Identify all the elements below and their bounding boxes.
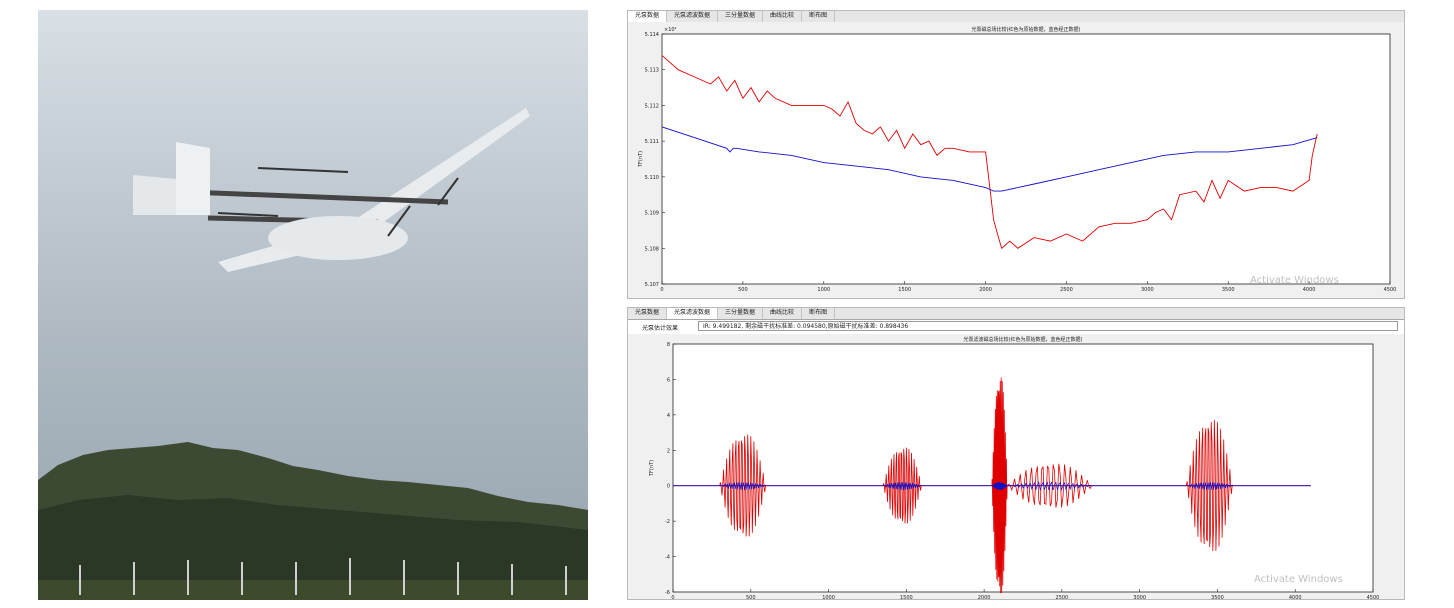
x-tick-label: 500 [746, 595, 756, 599]
watermark-title: Activate Windows [1250, 275, 1339, 286]
tab-optical-pump-data[interactable]: 光泵数据 [628, 308, 668, 319]
burst-oscillation [1007, 463, 1094, 508]
x-tick-label: 4500 [1384, 287, 1397, 293]
burst-residual [1007, 481, 1094, 491]
x-tick-label: 3000 [1133, 595, 1146, 599]
y-tick-label: 5.110 [645, 175, 659, 181]
burst-residual [882, 482, 922, 490]
x-tick-label: 1000 [822, 595, 835, 599]
burst-residual [991, 482, 1008, 490]
tab-three-component-data[interactable]: 三分量数据 [718, 11, 764, 22]
plot-area [672, 343, 1374, 593]
x-tick-label: 3000 [1141, 287, 1154, 293]
y-tick-label: 2 [667, 448, 670, 454]
y-exponent: ×10⁴ [664, 27, 677, 33]
x-tick-label: 4000 [1289, 595, 1302, 599]
estimate-bar: 光泵估计效果 IR: 9.499182, 剩余磁干扰标准差: 0.094580,… [628, 320, 1404, 334]
x-tick-label: 1000 [817, 287, 830, 293]
x-tick-label: 3500 [1211, 595, 1224, 599]
y-tick-label: 5.107 [645, 282, 659, 288]
y-tick-label: -4 [665, 555, 670, 561]
tab-layout-map[interactable]: 断布图 [802, 308, 836, 319]
chart-title: 光泵滤波磁总场比较(红色为原始数据，蓝色经正数据) [964, 336, 1083, 343]
x-tick-label: 1500 [900, 595, 913, 599]
estimate-label: 光泵估计效果 [642, 325, 679, 332]
burst-oscillation [1185, 419, 1234, 552]
y-axis-label: TF(nT) [638, 151, 644, 168]
burst-residual [719, 481, 767, 490]
y-tick-label: 8 [667, 342, 670, 348]
tab-three-component-data[interactable]: 三分量数据 [718, 308, 764, 319]
top-chart-panel: 光泵数据 光泵滤波数据 三分量数据 曲线比较 断布图 光泵磁总场比较(红色为原始… [627, 10, 1405, 299]
y-tick-label: 4 [667, 413, 670, 419]
x-tick-label: 2500 [1056, 595, 1069, 599]
tab-filtered-data[interactable]: 光泵滤波数据 [667, 11, 719, 22]
plot-area [661, 33, 1391, 285]
drone [133, 108, 530, 272]
bottom-tab-bar: 光泵数据 光泵滤波数据 三分量数据 曲线比较 断布图 [628, 308, 1404, 320]
x-tick-label: 3500 [1222, 287, 1235, 293]
y-tick-label: 6 [667, 377, 670, 383]
tab-curve-compare[interactable]: 曲线比较 [763, 308, 803, 319]
x-tick-label: 2000 [979, 287, 992, 293]
y-tick-label: 0 [667, 484, 670, 490]
x-tick-label: 0 [660, 287, 663, 293]
tab-layout-map[interactable]: 断布图 [802, 11, 836, 22]
y-tick-label: -2 [665, 519, 670, 525]
bottom-chart-panel: 光泵数据 光泵滤波数据 三分量数据 曲线比较 断布图 光泵估计效果 IR: 9.… [627, 307, 1405, 600]
y-tick-label: 5.113 [645, 68, 659, 74]
bottom-chart: 光泵滤波磁总场比较(红色为原始数据，蓝色经正数据) TF(nT) 0 500 1000 1… [628, 334, 1404, 599]
tab-filtered-data[interactable]: 光泵滤波数据 [667, 308, 719, 319]
series-line-blue [661, 126, 1318, 192]
x-tick-label: 4000 [1303, 287, 1316, 293]
drone-photo [38, 10, 588, 600]
y-tick-label: 5.112 [645, 103, 659, 109]
y-tick-label: 5.111 [645, 139, 659, 145]
y-tick-label: 5.109 [645, 211, 659, 217]
x-tick-label: 4500 [1367, 595, 1380, 599]
drone-photo-image [38, 10, 588, 600]
top-chart: 光泵磁总场比较(红色为原始数据，蓝色经正数据) TF(nT) ×10⁴ 0 500 100… [628, 22, 1404, 298]
x-tick-label: 500 [738, 287, 748, 293]
x-tick-label: 2500 [1060, 287, 1073, 293]
x-tick-label: 0 [671, 595, 674, 599]
tab-optical-pump-data[interactable]: 光泵数据 [628, 11, 668, 22]
burst-oscillation [719, 434, 767, 537]
y-tick-label: 5.108 [645, 246, 659, 252]
watermark-title: Activate Windows [1254, 574, 1343, 585]
x-tick-label: 1500 [898, 287, 911, 293]
tab-curve-compare[interactable]: 曲线比较 [763, 11, 803, 22]
y-tick-label: 5.114 [645, 32, 659, 38]
burst-oscillation [882, 447, 923, 524]
y-tick-label: -6 [665, 590, 670, 596]
y-axis-label: TF(nT) [649, 460, 655, 477]
chart-title: 光泵磁总场比较(红色为原始数据，蓝色经正数据) [972, 26, 1081, 33]
series-line-red [661, 55, 1318, 250]
estimate-field[interactable]: IR: 9.499182, 剩余磁干扰标准差: 0.094580,原始磁干扰标准… [698, 321, 1398, 331]
burst-residual [1186, 481, 1234, 490]
x-tick-label: 2000 [978, 595, 991, 599]
